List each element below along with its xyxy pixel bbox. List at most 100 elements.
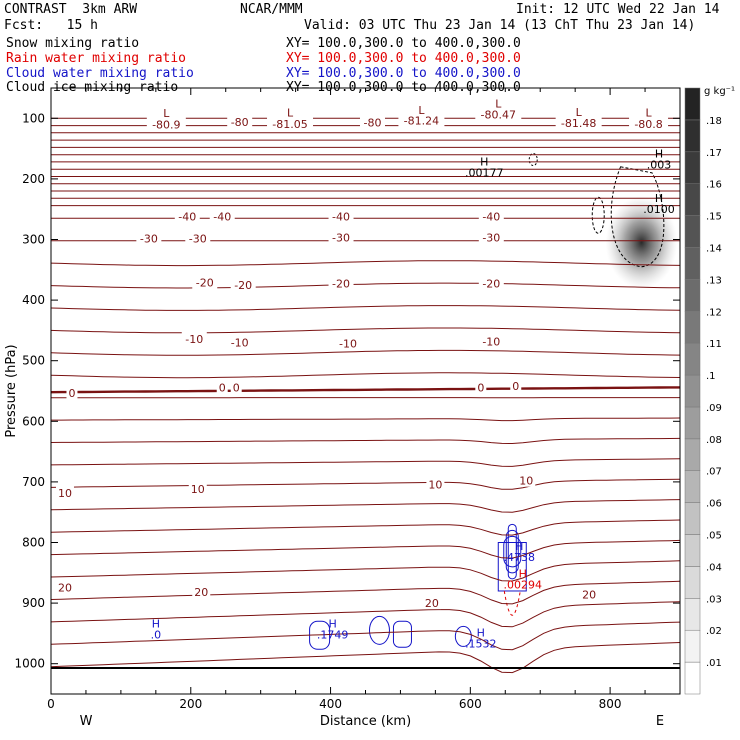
isotherm-label: 0 [68, 387, 75, 400]
isotherm-label-bg [230, 277, 256, 291]
forecast-hour: Fcst: 15 h [4, 18, 98, 33]
marker-value: .00177 [465, 167, 504, 180]
isotherm-label: -20 [196, 277, 214, 290]
high-marker: H [329, 617, 337, 630]
colorbar-level-label: .02 [706, 626, 722, 637]
isotherm-label-bg [478, 334, 504, 348]
marker-value: .0100 [643, 203, 675, 216]
colorbar-swatch [684, 311, 701, 344]
colorbar-swatch [684, 406, 701, 440]
cloud-water-contour [507, 523, 517, 580]
y-tick-label: 800 [22, 536, 45, 550]
isotherm-label-bg [580, 587, 599, 601]
marker-value: .0 [151, 628, 162, 641]
isotherm-label: 0 [477, 381, 484, 394]
isotherm-label: -30 [332, 232, 350, 245]
isotherm-label-bg [216, 380, 228, 394]
isotherm-contour [50, 499, 681, 513]
colorbar-level-label: .11 [706, 339, 722, 350]
low-marker: L [418, 104, 425, 117]
high-marker: H [519, 568, 527, 581]
isotherm-label-bg [66, 385, 78, 399]
colorbar-swatch [684, 534, 701, 567]
isotherm-label-bg [188, 482, 207, 496]
colorbar-swatch [684, 215, 701, 248]
marker-value: .00294 [504, 579, 543, 592]
isotherm-contour [50, 327, 681, 334]
colorbar-swatch [684, 598, 701, 631]
y-tick-label: 100 [22, 111, 45, 125]
isotherm-label: 20 [582, 589, 596, 602]
cloud-water-contour [454, 625, 472, 647]
isotherm-label: -40 [482, 210, 500, 223]
isotherm-label-bg [359, 115, 385, 129]
isotherm-label-bg [517, 473, 536, 487]
x-tick-label: 600 [459, 697, 482, 711]
x-tick-label: 200 [179, 697, 202, 711]
isotherm-label-bg [174, 209, 200, 223]
isotherm-label: -40 [332, 210, 350, 223]
isotherm-label-bg [227, 114, 253, 128]
colorbar-level-label: .17 [706, 148, 722, 159]
isotherm-label: -20 [332, 278, 350, 291]
isotherm-contour [50, 458, 681, 467]
colorbar-swatch [684, 374, 701, 408]
isotherm-contour [50, 580, 681, 605]
isotherm-contour [50, 349, 681, 356]
high-marker: H [477, 626, 485, 639]
isotherm-contour [51, 417, 681, 422]
cloud-water-contour [503, 535, 522, 568]
isotherm-label-bg [478, 276, 504, 290]
y-tick-label: 900 [22, 596, 45, 610]
isotherm-contour [50, 601, 681, 628]
y-tick-label: 200 [22, 172, 45, 186]
colorbar-level-label: .08 [706, 435, 722, 446]
isotherm-label: -20 [482, 278, 500, 291]
y-tick-label: 500 [22, 354, 45, 368]
isotherm-label-bg [181, 331, 207, 345]
isotherm-label: 20 [425, 597, 439, 610]
y-tick-label: 700 [22, 475, 45, 489]
y-axis-label: Pressure (hPa) [4, 344, 19, 437]
y-tick-label: 400 [22, 293, 45, 307]
isotherm-label: -80.47 [481, 109, 516, 122]
isotherm-label-bg [555, 116, 602, 130]
isotherm-contour [50, 260, 681, 267]
isotherm-label-bg [146, 117, 186, 131]
isotherm-label: 20 [194, 586, 208, 599]
x-tick-label: 400 [319, 697, 342, 711]
isotherm-label: -30 [140, 232, 158, 245]
isotherm-label: 0 [219, 381, 226, 394]
low-marker: L [163, 107, 170, 120]
high-marker: H [655, 192, 663, 205]
colorbar-swatch [684, 438, 701, 471]
isotherm-label-bg [230, 380, 242, 394]
isotherm-contour [50, 621, 681, 651]
isotherm-contour [50, 372, 681, 379]
east-end-label: E [656, 714, 664, 729]
colorbar-level-label: .05 [706, 531, 722, 542]
low-marker: L [576, 106, 583, 119]
colorbar-swatch [684, 183, 701, 216]
x-axis-label: Distance (km) [320, 714, 411, 729]
colorbar-level-label: .13 [706, 275, 722, 286]
isotherm-label: 20 [58, 581, 72, 594]
isotherm-contour [50, 642, 681, 674]
isotherm-label-bg [335, 336, 361, 350]
cloud-water-contour [505, 529, 519, 574]
isotherm-label: -20 [234, 279, 252, 292]
isotherm-contour [50, 478, 681, 490]
isotherm-label: -30 [189, 232, 207, 245]
isotherm-label-bg [629, 116, 669, 130]
rain-water-contour [503, 590, 521, 616]
isotherm-label: -30 [482, 232, 500, 245]
isotherm-label: -10 [185, 333, 203, 346]
colorbar-swatch [684, 661, 701, 695]
legend-cloud-water-label: Cloud water mixing ratio [6, 66, 194, 81]
isotherm-label: -80 [364, 117, 382, 130]
isotherm-contour [50, 437, 681, 445]
isotherm-label-bg [136, 231, 162, 245]
colorbar-level-label: .06 [706, 499, 722, 510]
isotherm-label-bg [478, 230, 504, 244]
